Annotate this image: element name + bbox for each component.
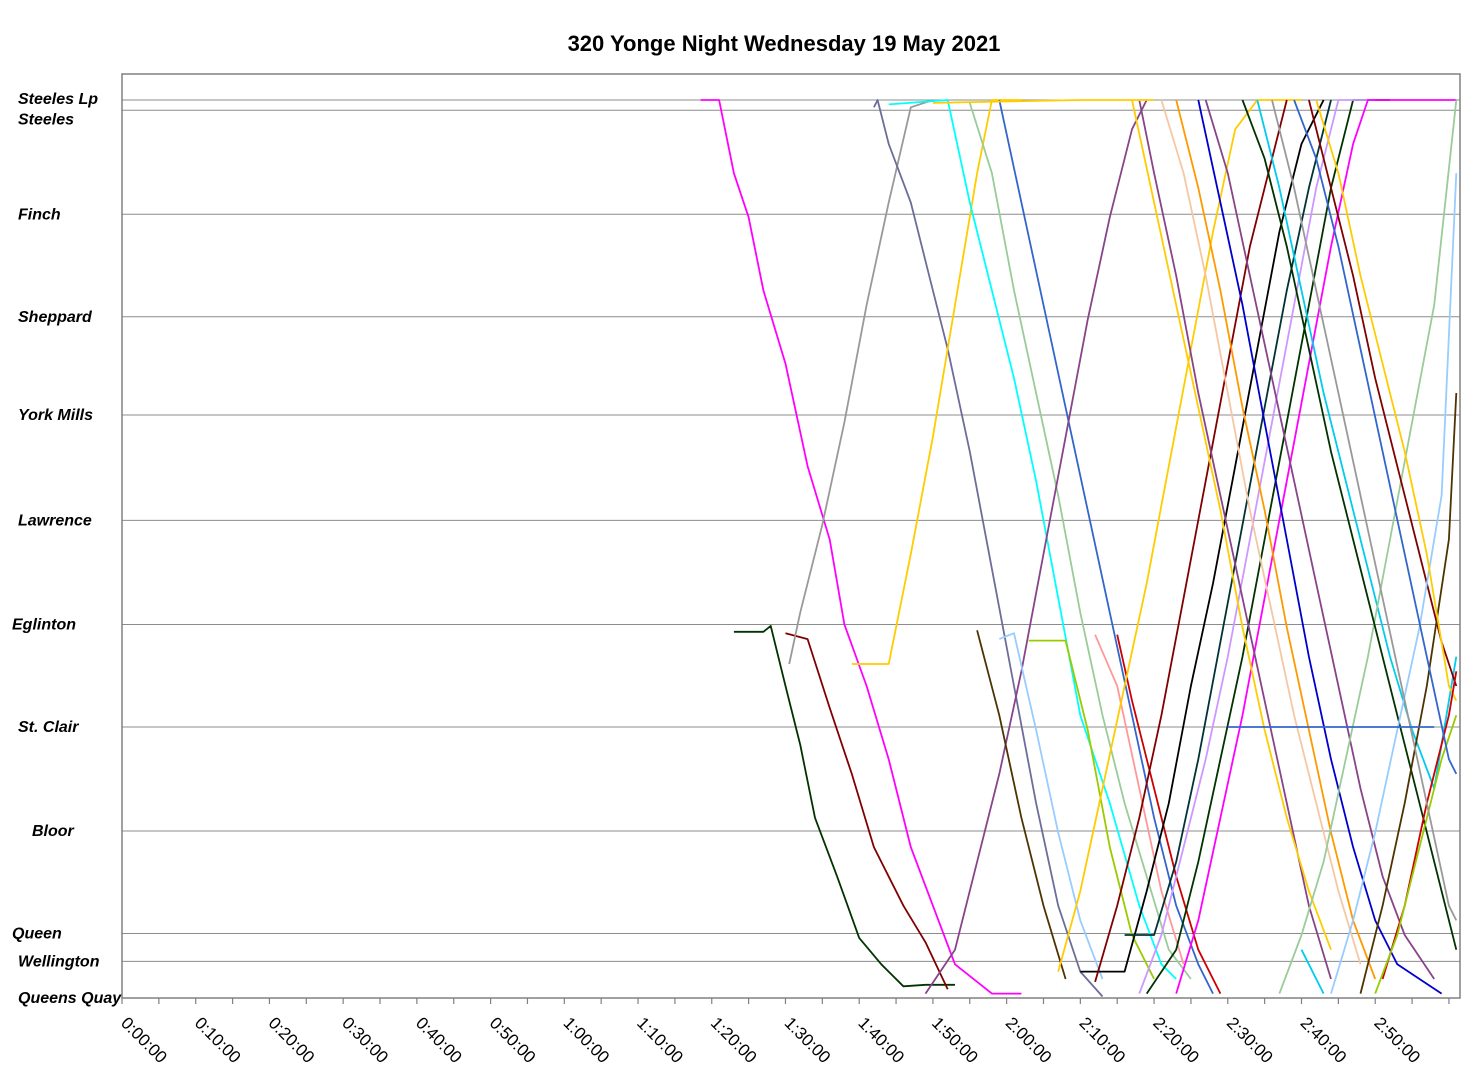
x-tick-label: 1:40:00 bbox=[854, 1013, 908, 1067]
stop-labels: Steeles Lp Steeles Finch Sheppard York Mills… bbox=[12, 91, 122, 1007]
trip-line-10 bbox=[924, 99, 1148, 995]
trip-line-33 bbox=[1330, 173, 1458, 994]
trip-line-30 bbox=[1278, 99, 1458, 994]
trip-line-2 bbox=[733, 625, 955, 988]
x-tick-label: 2:40:00 bbox=[1297, 1013, 1351, 1067]
stop-label-wellington: Wellington bbox=[18, 953, 100, 970]
stop-label-lawrence: Lawrence bbox=[18, 512, 92, 529]
trip-line-18 bbox=[1145, 99, 1390, 995]
x-tick-label: 2:10:00 bbox=[1076, 1013, 1130, 1067]
x-tick-label: 2:30:00 bbox=[1223, 1013, 1277, 1067]
trip-line-27 bbox=[1197, 99, 1443, 995]
x-tick-label: 1:30:00 bbox=[781, 1013, 835, 1067]
x-tick-label: 1:50:00 bbox=[928, 1013, 982, 1067]
chart-title: 320 Yonge Night Wednesday 19 May 2021 bbox=[568, 31, 1001, 56]
trip-line-17 bbox=[1124, 99, 1332, 936]
trip-line-32 bbox=[1308, 99, 1458, 687]
trip-line-12 bbox=[998, 632, 1104, 980]
trip-line-35 bbox=[1315, 99, 1458, 702]
trip-line-29 bbox=[1204, 99, 1435, 980]
trip-line-13 bbox=[1028, 639, 1155, 980]
trip-line-15 bbox=[1116, 634, 1222, 995]
stop-label-sheppard: Sheppard bbox=[18, 309, 93, 326]
x-tick-label: 2:20:00 bbox=[1149, 1013, 1203, 1067]
stop-gridlines bbox=[122, 99, 1460, 999]
stop-label-eglinton: Eglinton bbox=[12, 616, 76, 633]
x-tick-label: 0:30:00 bbox=[338, 1013, 392, 1067]
trip-line-11 bbox=[976, 630, 1067, 980]
trip-line-24 bbox=[1131, 99, 1332, 951]
plot-area bbox=[121, 73, 1461, 999]
x-tick-label: 0:40:00 bbox=[412, 1013, 466, 1067]
x-tick-label: 1:10:00 bbox=[633, 1013, 687, 1067]
trip-line-40 bbox=[932, 99, 1155, 104]
trip-line-20 bbox=[1094, 99, 1288, 983]
trip-line-26 bbox=[1175, 99, 1377, 980]
trip-line-9 bbox=[998, 99, 1214, 995]
x-tick-label: 0:10:00 bbox=[191, 1013, 245, 1067]
trip-line-1 bbox=[700, 99, 1022, 995]
x-tick-label: 1:20:00 bbox=[707, 1013, 761, 1067]
stop-label-queens-quay: Queens Quay bbox=[18, 990, 122, 1007]
stop-label-steeles-lp: Steeles Lp bbox=[18, 91, 98, 108]
x-tick-label: 2:00:00 bbox=[1002, 1013, 1056, 1067]
stop-label-st-clair: St. Clair bbox=[18, 719, 79, 736]
trip-line-5 bbox=[873, 99, 1104, 998]
x-tick-label: 2:50:00 bbox=[1370, 1013, 1424, 1067]
trip-line-6 bbox=[851, 99, 1022, 665]
trip-line-4 bbox=[788, 99, 934, 665]
stop-label-york-mills: York Mills bbox=[18, 407, 93, 424]
x-tick-label: 0:20:00 bbox=[265, 1013, 319, 1067]
trip-line-8 bbox=[968, 102, 1192, 980]
x-tick-label: 1:00:00 bbox=[559, 1013, 613, 1067]
x-axis: 0:00:00 0:10:00 0:20:00 0:30:00 0:40:00 0:50:… bbox=[117, 998, 1450, 1067]
trip-line-34 bbox=[1359, 392, 1458, 994]
trip-line-22 bbox=[1175, 99, 1457, 994]
x-tick-label: 0:50:00 bbox=[486, 1013, 540, 1067]
stop-label-bloor: Bloor bbox=[32, 823, 75, 840]
trip-line-38 bbox=[1293, 99, 1458, 775]
trip-line-28 bbox=[1256, 99, 1458, 790]
trip-lines bbox=[700, 99, 1458, 998]
trip-line-39 bbox=[1271, 99, 1458, 921]
trip-line-14 bbox=[1094, 634, 1185, 965]
stop-label-queen: Queen bbox=[12, 926, 62, 943]
trip-line-16 bbox=[1080, 99, 1325, 973]
trip-line-42 bbox=[1300, 949, 1325, 995]
trip-line-7 bbox=[888, 99, 1177, 980]
trip-line-31 bbox=[1241, 99, 1458, 950]
stop-label-finch: Finch bbox=[18, 206, 61, 223]
x-tick-label: 0:00:00 bbox=[117, 1013, 171, 1067]
stop-label-steeles: Steeles bbox=[18, 111, 74, 128]
trip-line-19 bbox=[1057, 99, 1302, 972]
trip-line-3 bbox=[785, 632, 949, 990]
